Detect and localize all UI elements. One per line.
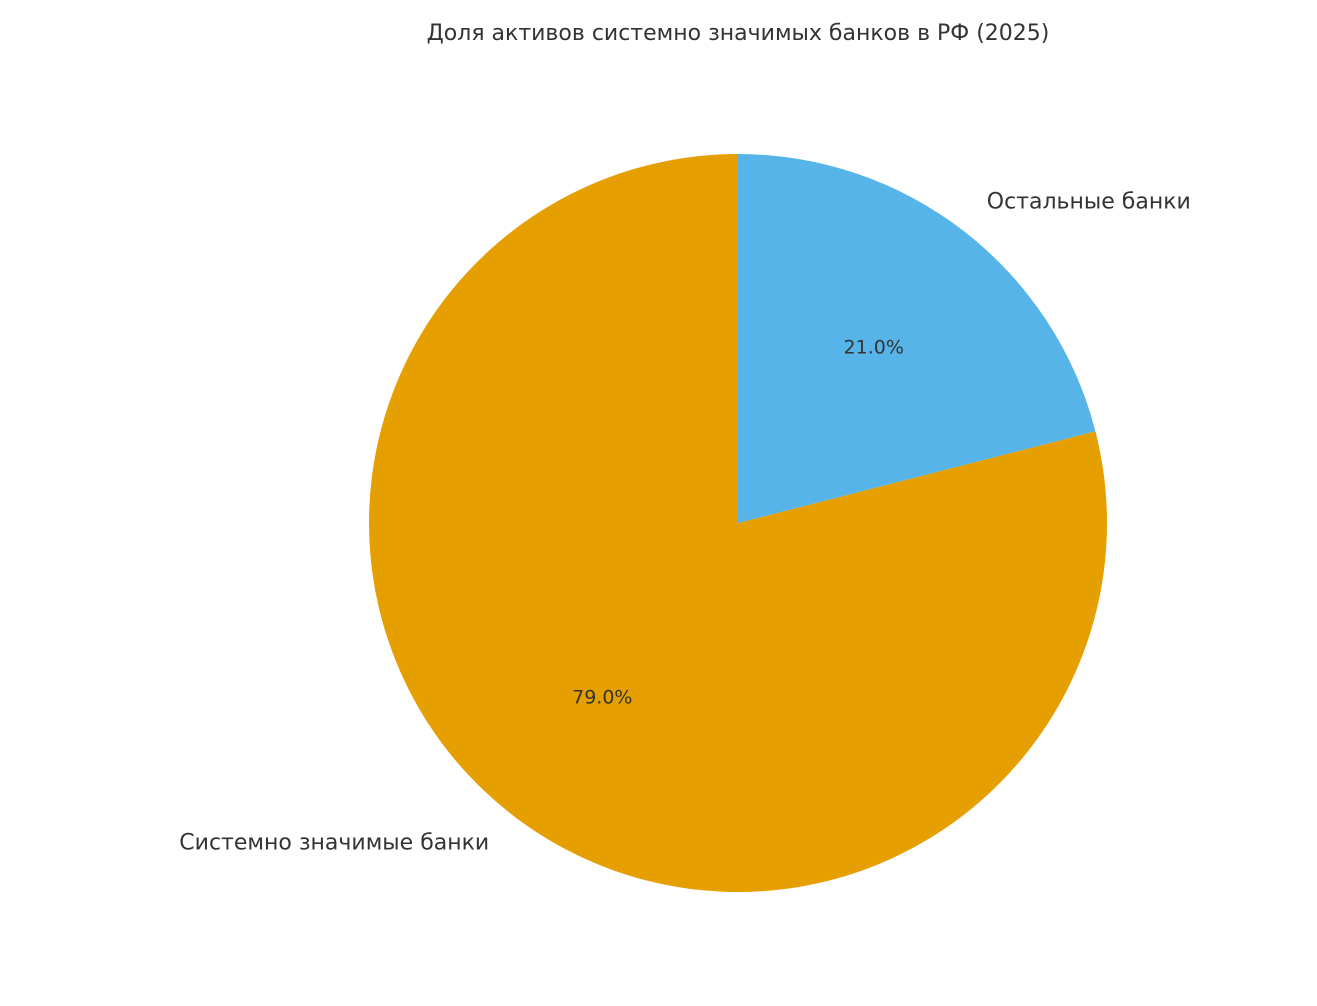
pie-slice <box>368 154 1108 893</box>
slice-label: Системно значимые банки <box>179 831 489 856</box>
value-label: 79.0% <box>572 686 632 708</box>
pie-slice <box>738 154 1096 523</box>
chart-title: Доля активов системно значимых банков в … <box>427 21 1050 46</box>
slice-label: Остальные банки <box>987 189 1191 214</box>
value-label: 21.0% <box>844 337 904 359</box>
